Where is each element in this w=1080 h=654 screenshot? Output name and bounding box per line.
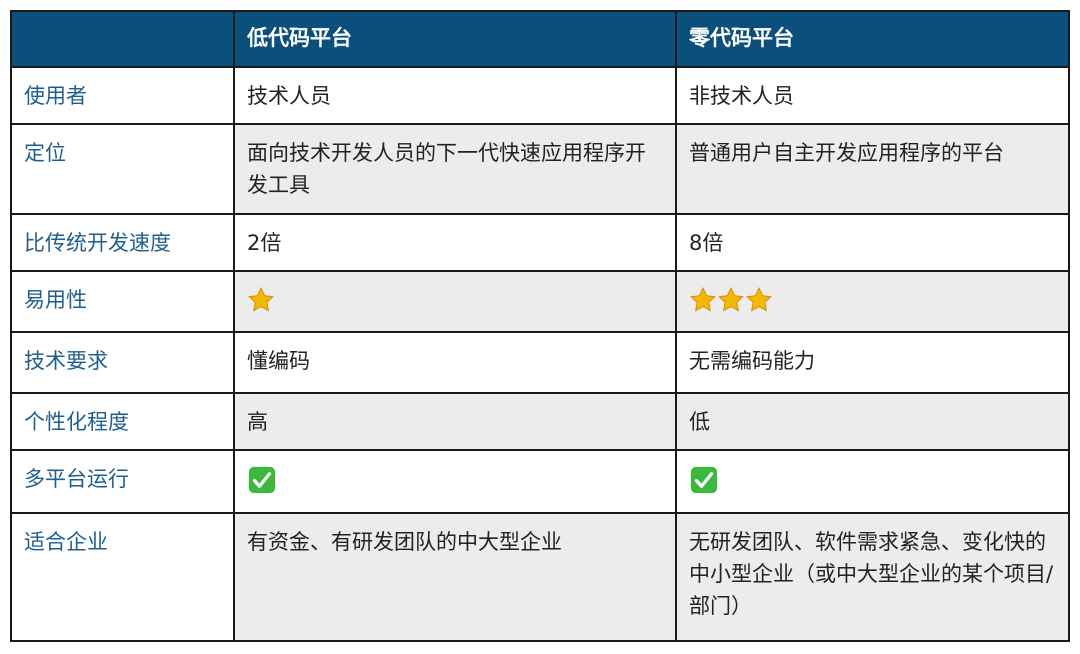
low-code-cell: 面向技术开发人员的下一代快速应用程序开发工具 [233, 123, 677, 215]
zero-code-cell [675, 449, 1070, 514]
zero-code-cell: 无需编码能力 [675, 331, 1070, 394]
zero-code-cell [675, 270, 1070, 333]
star-icon [247, 286, 275, 323]
table-row: 多平台运行 [10, 449, 1070, 514]
comparison-table: 低代码平台 零代码平台 使用者 技术人员 非技术人员 定位 面向技术开发人员的下… [10, 10, 1070, 642]
low-code-cell: 2倍 [233, 213, 677, 272]
row-label: 技术要求 [10, 331, 235, 394]
low-code-cell: 技术人员 [233, 66, 677, 125]
zero-code-cell: 普通用户自主开发应用程序的平台 [675, 123, 1070, 215]
row-label: 比传统开发速度 [10, 213, 235, 272]
zero-code-cell: 非技术人员 [675, 66, 1070, 125]
star-icon [745, 286, 773, 323]
table-row: 技术要求 懂编码 无需编码能力 [10, 331, 1070, 394]
row-label: 个性化程度 [10, 392, 235, 451]
row-label: 多平台运行 [10, 449, 235, 514]
table-row: 适合企业 有资金、有研发团队的中大型企业 无研发团队、软件需求紧急、变化快的中小… [10, 512, 1070, 642]
header-low-code: 低代码平台 [233, 10, 677, 68]
zero-code-cell: 低 [675, 392, 1070, 451]
check-mark-button-icon [247, 465, 277, 504]
table-row: 使用者 技术人员 非技术人员 [10, 66, 1070, 125]
low-code-cell [233, 270, 677, 333]
zero-code-cell: 无研发团队、软件需求紧急、变化快的中小型企业（或中大型企业的某个项目/部门） [675, 512, 1070, 642]
low-code-cell: 有资金、有研发团队的中大型企业 [233, 512, 677, 642]
low-code-cell: 懂编码 [233, 331, 677, 394]
row-label: 易用性 [10, 270, 235, 333]
table-row: 比传统开发速度 2倍 8倍 [10, 213, 1070, 272]
header-empty [10, 10, 235, 68]
zero-code-cell: 8倍 [675, 213, 1070, 272]
header-row: 低代码平台 零代码平台 [10, 10, 1070, 68]
table-row: 个性化程度 高 低 [10, 392, 1070, 451]
table-row: 易用性 [10, 270, 1070, 333]
row-label: 适合企业 [10, 512, 235, 642]
low-code-cell: 高 [233, 392, 677, 451]
star-icon [717, 286, 745, 323]
row-label: 定位 [10, 123, 235, 215]
row-label: 使用者 [10, 66, 235, 125]
star-icon [689, 286, 717, 323]
table-row: 定位 面向技术开发人员的下一代快速应用程序开发工具 普通用户自主开发应用程序的平… [10, 123, 1070, 215]
low-code-cell [233, 449, 677, 514]
check-mark-button-icon [689, 465, 719, 504]
header-zero-code: 零代码平台 [675, 10, 1070, 68]
